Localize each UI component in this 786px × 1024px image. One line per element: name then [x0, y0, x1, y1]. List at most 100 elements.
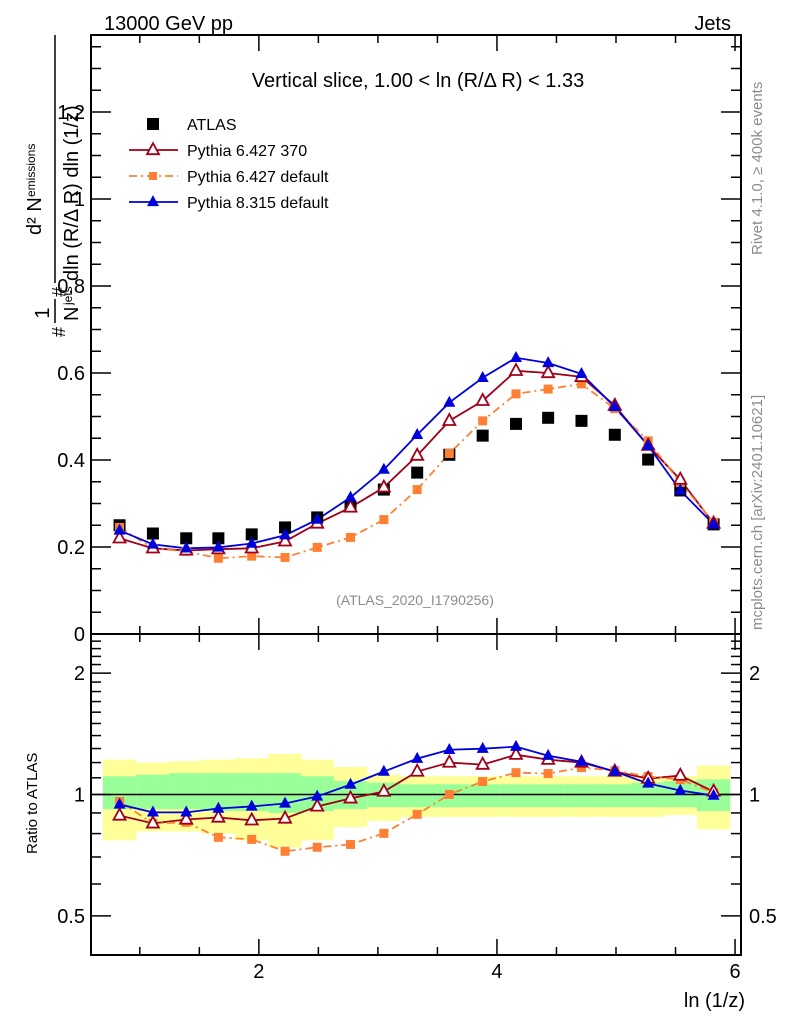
markers-pythia-8-315-default: [113, 350, 720, 553]
ratio-y-tick-label-right: 1: [749, 785, 760, 807]
ratio-panel: 0.5 0.5 1 1 2 2 2 4 6 Ratio to ATLAS ln (1/z): [24, 633, 777, 1012]
data-point: [212, 532, 225, 545]
data-point: [344, 490, 357, 502]
ratio-data-point: [379, 828, 389, 838]
ylabel-hash-2: #: [49, 287, 69, 297]
data-point: [542, 411, 555, 424]
main-y-tick-label: 0.2: [57, 537, 85, 559]
ratio-data-point: [343, 789, 359, 804]
legend-marker: [149, 172, 157, 180]
data-point: [508, 362, 524, 376]
ratio-data-point: [210, 808, 226, 823]
data-point: [376, 478, 392, 493]
data-point: [346, 532, 356, 542]
ratio-data-point: [707, 788, 720, 800]
ratio-data-point: [280, 846, 290, 856]
data-point: [475, 392, 491, 406]
main-y-tick-label: 1: [74, 189, 85, 211]
main-y-tick-label: 0.8: [57, 276, 85, 298]
data-point: [542, 356, 555, 368]
rivet-label: Rivet 4.1.0, ≥ 400k events: [749, 82, 766, 255]
data-point: [476, 370, 489, 382]
main-y-tick-label: 1.2: [57, 102, 85, 124]
green-band-bin: [564, 784, 599, 808]
data-point: [642, 438, 655, 450]
data-point: [247, 551, 257, 561]
ratio-data-point: [112, 806, 128, 821]
ratio-data-point: [346, 839, 356, 849]
ratio-data-point: [113, 797, 126, 809]
ratio-data-point: [476, 741, 489, 753]
ratio-data-point: [443, 742, 456, 754]
main-y-tick-label: 0: [74, 624, 85, 646]
ratio-data-point: [444, 790, 454, 799]
plot-title: Vertical slice, 1.00 < ln (R/Δ R) < 1.33: [252, 70, 584, 92]
ylabel-frac2-num-sub: emissions: [24, 144, 38, 197]
data-point: [412, 485, 422, 495]
analysis-watermark: (ATLAS_2020_I1790256): [336, 592, 494, 608]
ylabel-hash: #: [49, 327, 69, 337]
mcplots-label: mcplots.cern.ch [arXiv:2401.10621]: [749, 395, 766, 630]
ratio-data-point: [212, 801, 225, 813]
data-point: [608, 400, 621, 412]
ratio-data-point: [279, 796, 292, 808]
data-point: [180, 532, 193, 545]
data-point: [280, 552, 290, 562]
x-tick-label: 4: [491, 961, 502, 983]
data-point: [279, 521, 292, 534]
main-panel: 0 0.2 0.4 0.6 0.8 1 1.2 Vertical slice, 1.00 <…: [57, 34, 742, 646]
ratio-data-point: [180, 805, 193, 817]
data-point: [443, 395, 456, 407]
legend-label: Pythia 6.427 default: [187, 169, 329, 186]
main-y-axis-label: # 1 N jets # d² N emissions dln (R/Δ R) …: [24, 35, 83, 337]
data-point: [478, 416, 488, 426]
ratio-data-point: [542, 748, 555, 760]
x-tick-label: 2: [253, 961, 264, 983]
ratio-data-point: [642, 776, 655, 788]
ratio-y-tick-label-right: 0.5: [749, 906, 777, 928]
data-point: [575, 367, 588, 379]
legend-label: ATLAS: [187, 117, 237, 134]
data-point: [112, 529, 128, 544]
data-point: [146, 537, 159, 549]
ratio-data-point: [475, 755, 491, 770]
x-tick-label: 6: [729, 961, 740, 983]
legend-entry: Pythia 6.427 370: [129, 141, 307, 160]
legend-entry: Pythia 6.427 default: [129, 169, 329, 186]
ratio-data-point: [608, 764, 621, 776]
data-point: [312, 542, 322, 552]
legend-marker: [145, 141, 161, 156]
green-band-bin: [499, 784, 533, 808]
ratio-y-tick-label: 1: [74, 785, 85, 807]
green-band-bin: [598, 784, 632, 808]
data-point: [540, 364, 556, 379]
green-band-bin: [136, 774, 170, 810]
ratio-data-point: [178, 810, 194, 825]
ratio-data-point: [508, 746, 524, 760]
data-point: [510, 417, 522, 430]
legend: ATLAS Pythia 6.427 370 Pythia 6.427 defaul…: [129, 117, 329, 212]
ratio-data-point: [245, 799, 258, 811]
data-point: [575, 414, 588, 427]
ratio-data-point: [146, 805, 159, 817]
ylabel-frac1-num: 1: [32, 307, 54, 318]
data-point: [642, 453, 655, 466]
ratio-data-point: [213, 832, 223, 842]
data-point: [674, 483, 687, 495]
data-point: [444, 448, 454, 458]
ratio-data-point: [309, 797, 325, 812]
data-point: [245, 536, 258, 548]
ratio-data-point: [409, 762, 425, 777]
green-band-bin: [169, 773, 203, 810]
data-point: [379, 515, 389, 525]
data-point: [212, 540, 225, 552]
data-point: [343, 498, 359, 513]
data-point: [576, 379, 586, 389]
ratio-data-point: [411, 751, 424, 763]
data-point: [411, 466, 424, 479]
legend-marker: [147, 118, 159, 130]
ratio-markers-pythia-8-315-default: [113, 739, 720, 817]
data-point: [213, 553, 223, 563]
category-label: Jets: [694, 13, 731, 35]
main-axes: 0 0.2 0.4 0.6 0.8 1 1.2: [57, 35, 741, 646]
